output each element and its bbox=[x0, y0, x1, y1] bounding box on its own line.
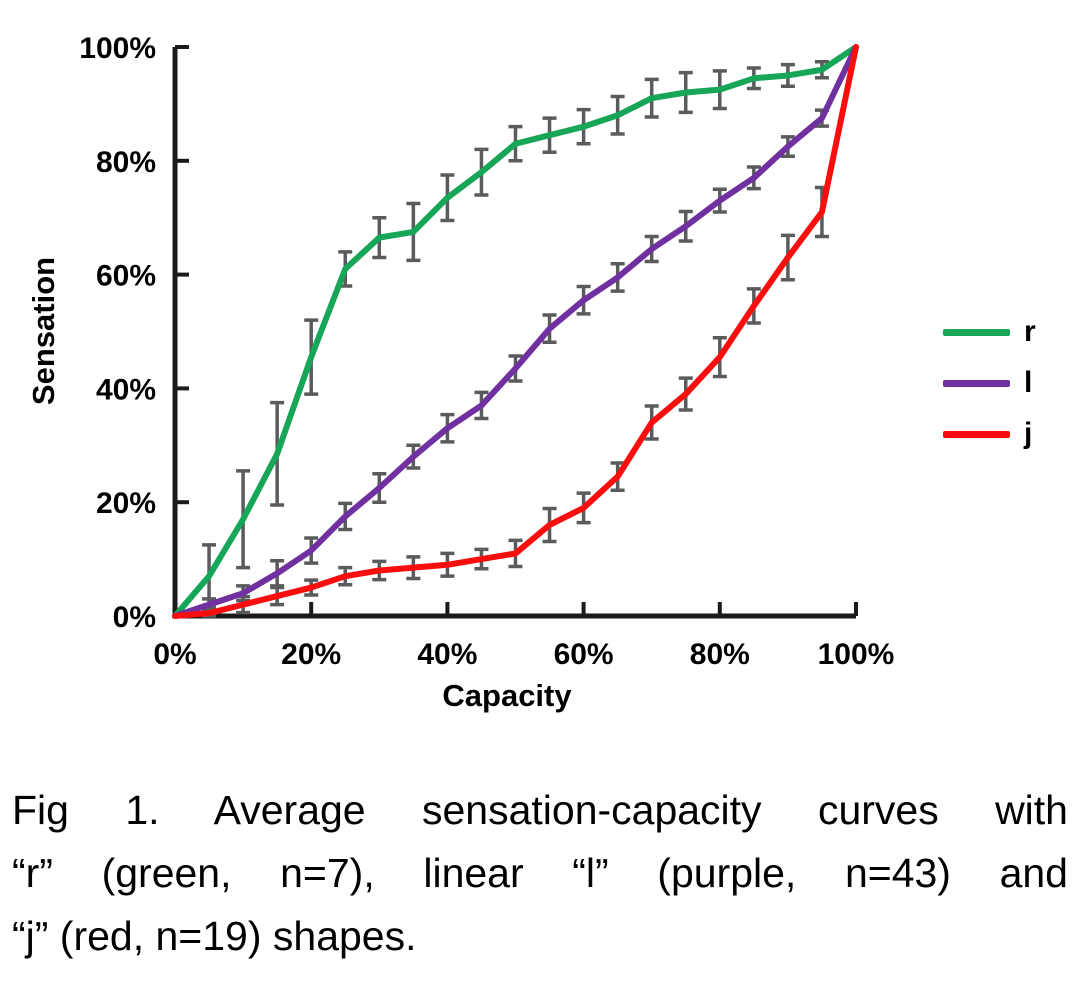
x-tick-label: 0% bbox=[153, 638, 196, 671]
x-tick-label: 20% bbox=[281, 638, 341, 671]
series-j-line bbox=[172, 44, 859, 619]
y-tick-label: 60% bbox=[96, 260, 156, 293]
caption-line-2: “r” (green, n=7), linear “l” (purple, n=… bbox=[12, 850, 1068, 896]
tick-labels: 0% 20% 40% 60% 80% 100% 0% 20% 40% 60% 80% 100% bbox=[79, 32, 894, 671]
series-l-error-bars bbox=[202, 108, 829, 613]
series-r-line bbox=[172, 44, 859, 619]
line-chart-svg: 0% 20% 40% 60% 80% 100% 0% 20% 40% 60% 80% 100% bbox=[79, 32, 894, 671]
series-l-line bbox=[172, 44, 859, 619]
x-tick-label: 40% bbox=[417, 638, 477, 671]
y-axis-title: Sensation bbox=[26, 256, 61, 406]
caption-line-1: Fig 1. Average sensation-capacity curves… bbox=[12, 787, 1068, 833]
y-tick-label: 80% bbox=[96, 146, 156, 179]
y-tick-label: 20% bbox=[96, 487, 156, 520]
x-tick-label: 100% bbox=[818, 638, 895, 671]
x-tick-label: 80% bbox=[690, 638, 750, 671]
x-tick-label: 60% bbox=[554, 638, 614, 671]
figure-caption: Fig 1. Average sensation-capacity curves… bbox=[12, 779, 1068, 968]
x-axis-title: Capacity bbox=[442, 678, 572, 713]
y-tick-label: 40% bbox=[96, 373, 156, 406]
y-tick-label: 100% bbox=[79, 32, 156, 65]
caption-line-3: “j” (red, n=19) shapes. bbox=[12, 913, 417, 959]
y-tick-label: 0% bbox=[113, 601, 156, 634]
